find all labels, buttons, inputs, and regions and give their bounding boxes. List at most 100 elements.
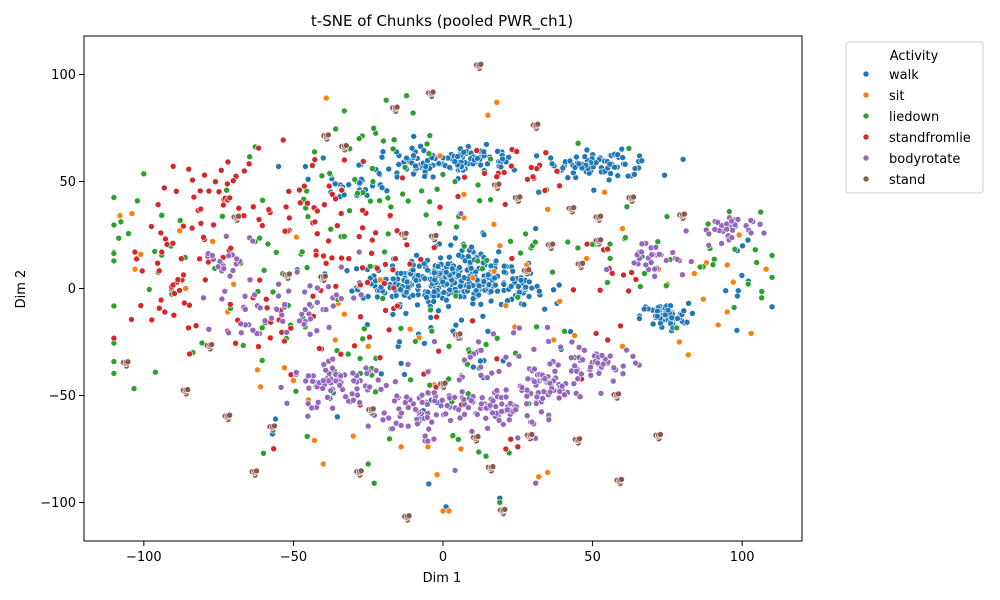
point-walk [680,307,688,315]
point-bodyrotate [574,375,582,383]
point-sit [571,332,578,339]
point-liedown [479,265,486,273]
point-walk [356,179,364,186]
point-sit [340,310,348,318]
point-walk [421,173,428,180]
point-walk [507,282,515,290]
point-walk [668,314,676,322]
point-walk [454,153,461,160]
point-walk [444,260,452,268]
point-bodyrotate [327,387,335,394]
point-standfromlie [309,162,316,169]
point-walk [661,171,668,179]
point-bodyrotate [460,396,468,403]
point-bodyrotate [424,389,432,397]
point-walk [500,262,508,270]
point-walk [420,260,428,268]
point-standfromlie [230,177,237,184]
point-standfromlie [527,164,535,171]
point-standfromlie [138,267,146,275]
point-bodyrotate [538,408,545,416]
point-stand [474,433,482,440]
point-bodyrotate [322,366,330,374]
point-sit [460,191,468,198]
point-stand [525,266,533,274]
point-bodyrotate [682,227,690,235]
point-standfromlie [128,316,135,323]
point-bodyrotate [729,226,736,234]
plot-area [84,36,802,541]
point-walk [535,188,543,196]
point-walk [722,287,730,295]
point-walk [348,287,356,295]
point-liedown [351,176,359,183]
point-walk [583,146,591,154]
point-liedown [710,255,718,263]
point-liedown [367,197,374,205]
point-walk [425,480,433,488]
point-standfromlie [507,435,515,443]
point-walk [532,225,540,232]
point-standfromlie [196,187,204,195]
point-liedown [359,335,367,343]
point-standfromlie [161,308,169,316]
point-walk [734,292,741,300]
point-walk [497,163,505,171]
point-bodyrotate [532,479,540,487]
point-sit [257,383,264,391]
point-walk [421,340,428,347]
point-stand [597,236,604,244]
point-walk [427,314,435,321]
point-bodyrotate [306,282,314,290]
point-standfromlie [281,337,288,345]
point-standfromlie [154,259,161,267]
point-bodyrotate [380,409,388,417]
point-liedown [110,194,118,201]
point-bodyrotate [567,354,575,362]
point-standfromlie [322,259,330,267]
point-liedown [240,342,247,349]
point-walk [477,161,484,169]
point-liedown [223,186,230,194]
point-standfromlie [502,445,510,453]
point-bodyrotate [306,301,313,308]
point-standfromlie [493,355,501,363]
point-walk [638,157,646,164]
point-sit [556,297,564,305]
point-walk [739,242,746,250]
point-walk [474,155,481,162]
point-walk [477,357,484,365]
point-walk [483,141,490,148]
point-bodyrotate [306,330,314,338]
point-bodyrotate [499,421,507,428]
point-bodyrotate [606,352,614,360]
point-liedown [219,213,226,220]
point-standfromlie [436,203,444,211]
point-sit [137,251,145,258]
point-bodyrotate [482,414,490,422]
point-walk [275,163,282,170]
point-liedown [475,448,483,456]
point-bodyrotate [404,422,412,430]
point-walk [484,271,492,279]
point-liedown [176,217,184,224]
x-tick-label: −50 [280,550,307,565]
y-axis-label: Dim 2 [14,270,29,309]
point-bodyrotate [465,404,472,411]
point-bodyrotate [421,432,429,440]
point-liedown [758,294,766,302]
point-standfromlie [263,304,271,312]
point-standfromlie [514,443,522,451]
point-bodyrotate [242,305,249,313]
point-standfromlie [364,279,371,286]
point-standfromlie [524,176,531,183]
point-walk [475,282,483,290]
point-liedown [355,135,363,142]
point-bodyrotate [389,425,396,433]
point-walk [548,160,556,168]
point-bodyrotate [329,404,336,412]
point-standfromlie [542,149,550,156]
point-sit [619,342,626,350]
point-bodyrotate [478,400,485,408]
point-bodyrotate [514,434,522,442]
